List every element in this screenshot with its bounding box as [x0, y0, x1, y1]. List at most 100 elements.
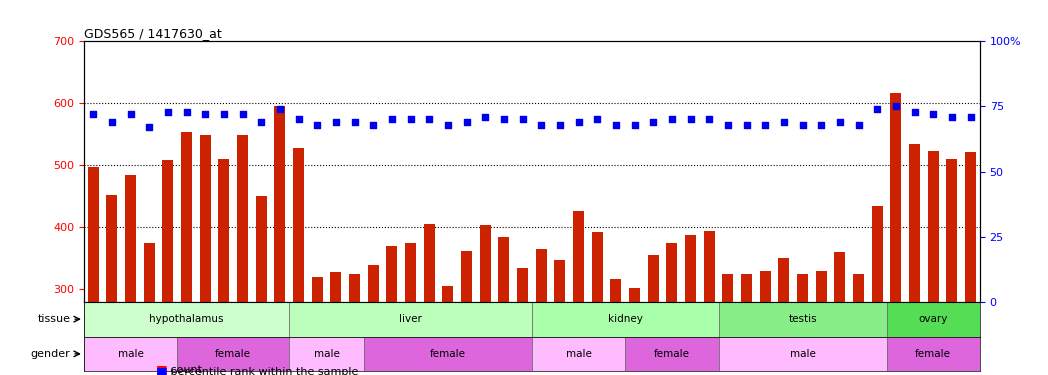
Bar	[88, 167, 99, 302]
Bar	[760, 271, 771, 302]
Point	[645, 119, 661, 125]
Text: GDS565 / 1417630_at: GDS565 / 1417630_at	[84, 27, 221, 40]
Text: male: male	[117, 349, 144, 359]
Point	[570, 119, 587, 125]
Point	[123, 111, 139, 117]
Point	[140, 124, 157, 130]
Bar	[891, 93, 901, 302]
Text: kidney: kidney	[608, 314, 642, 324]
Text: ovary: ovary	[918, 314, 947, 324]
Bar	[517, 268, 528, 302]
Point	[197, 111, 214, 117]
Point	[309, 122, 326, 128]
Bar	[442, 286, 454, 302]
Bar	[289, 336, 364, 371]
Bar	[311, 277, 323, 302]
Bar	[237, 135, 248, 302]
Point	[589, 116, 606, 122]
Point	[701, 116, 718, 122]
Text: male: male	[789, 349, 815, 359]
Bar	[162, 160, 173, 302]
Point	[924, 111, 941, 117]
Bar	[703, 231, 715, 302]
Bar	[629, 288, 640, 302]
Bar	[887, 336, 980, 371]
Text: ■: ■	[155, 363, 168, 375]
Bar	[719, 336, 887, 371]
Point	[346, 119, 363, 125]
Bar	[289, 302, 531, 336]
Bar	[965, 152, 976, 302]
Point	[738, 122, 755, 128]
Bar	[256, 196, 267, 302]
Point	[216, 111, 233, 117]
Point	[477, 114, 494, 120]
Point	[813, 122, 830, 128]
Text: percentile rank within the sample: percentile rank within the sample	[168, 368, 358, 375]
Bar	[591, 232, 603, 302]
Point	[421, 116, 438, 122]
Bar	[292, 148, 304, 302]
Bar	[199, 135, 211, 302]
Point	[234, 111, 250, 117]
Point	[626, 122, 642, 128]
Bar	[84, 336, 177, 371]
Text: female: female	[430, 349, 466, 359]
Point	[720, 122, 737, 128]
Point	[365, 122, 381, 128]
Point	[384, 116, 400, 122]
Point	[290, 116, 307, 122]
Point	[271, 106, 288, 112]
Bar	[536, 249, 547, 302]
Text: male: male	[313, 349, 340, 359]
Bar	[573, 211, 584, 302]
Bar	[387, 246, 397, 302]
Bar	[106, 195, 117, 302]
Text: male: male	[566, 349, 591, 359]
Text: ■: ■	[155, 365, 168, 375]
Bar	[125, 175, 136, 302]
Text: female: female	[915, 349, 952, 359]
Bar	[177, 336, 289, 371]
Bar	[181, 132, 192, 302]
Bar	[872, 206, 882, 302]
Text: tissue: tissue	[38, 314, 70, 324]
Bar	[275, 106, 285, 302]
Text: gender: gender	[30, 349, 70, 359]
Bar	[218, 159, 230, 302]
Bar	[667, 243, 677, 302]
Bar	[423, 224, 435, 302]
Bar	[626, 336, 719, 371]
Point	[104, 119, 121, 125]
Bar	[349, 274, 361, 302]
Bar	[946, 159, 958, 302]
Point	[515, 116, 531, 122]
Text: female: female	[215, 349, 252, 359]
Bar	[909, 144, 920, 302]
Point	[962, 114, 979, 120]
Point	[85, 111, 102, 117]
Text: liver: liver	[399, 314, 422, 324]
Bar	[84, 302, 289, 336]
Point	[608, 122, 625, 128]
Text: count: count	[168, 364, 202, 375]
Bar	[330, 272, 342, 302]
Text: hypothalamus: hypothalamus	[149, 314, 224, 324]
Point	[869, 106, 886, 112]
Point	[402, 116, 419, 122]
Bar	[719, 302, 887, 336]
Bar	[741, 274, 752, 302]
Point	[888, 104, 904, 110]
Point	[253, 119, 269, 125]
Bar	[685, 235, 696, 302]
Bar	[480, 225, 490, 302]
Text: testis: testis	[788, 314, 816, 324]
Point	[439, 122, 456, 128]
Bar	[853, 274, 865, 302]
Bar	[815, 271, 827, 302]
Bar	[531, 302, 719, 336]
Bar	[461, 251, 472, 302]
Point	[663, 116, 680, 122]
Bar	[722, 274, 734, 302]
Text: female: female	[654, 349, 690, 359]
